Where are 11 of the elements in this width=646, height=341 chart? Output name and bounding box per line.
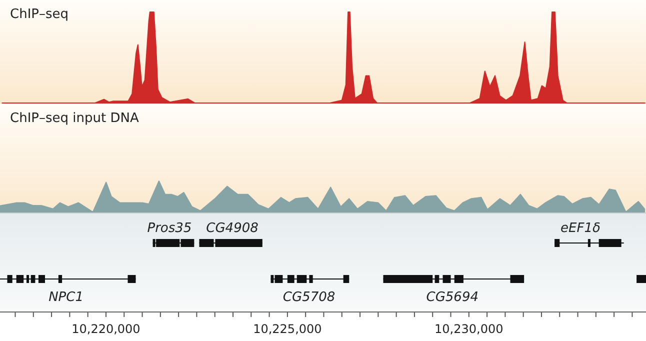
text: eEF1δ <box>560 221 600 236</box>
text: CG5708 <box>282 290 336 305</box>
text: NPC1 <box>48 290 84 305</box>
x-tick-label: 10,220,000 <box>72 322 140 336</box>
chart-title: ChIP–seq input DNA <box>10 111 139 126</box>
text: CG5694 <box>426 290 479 305</box>
x-tick-label: 10,230,000 <box>434 322 504 336</box>
text: CG4908 <box>206 221 258 236</box>
x-tick-label: 10,225,000 <box>253 322 322 336</box>
chart-title: ChIP–seq <box>10 7 69 22</box>
text: Pros35 <box>147 221 192 236</box>
